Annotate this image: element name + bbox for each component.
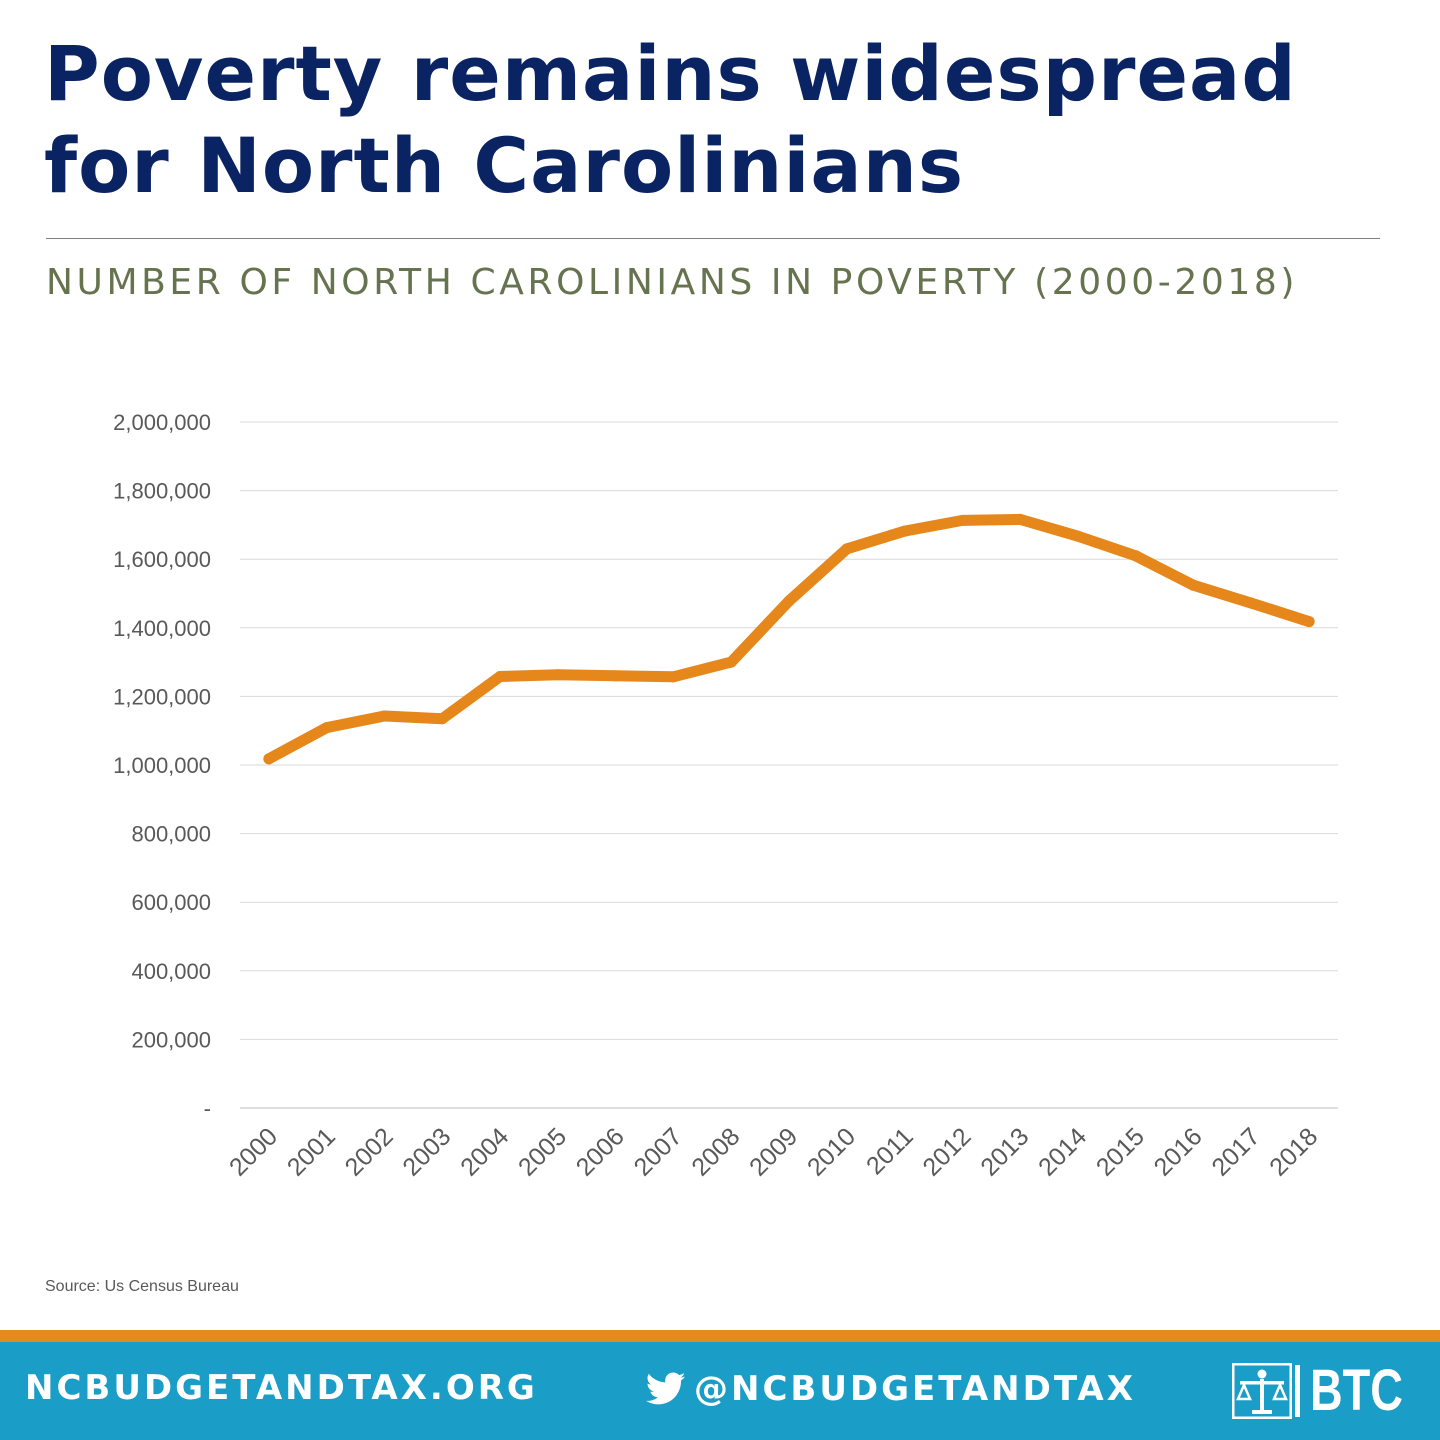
data-point xyxy=(494,671,506,683)
y-axis-tick-labels: - 200,000 400,000 600,000 800,000 1,000,000 1,… xyxy=(113,410,211,1121)
data-point xyxy=(1130,550,1142,562)
y-tick-label: 1,400,000 xyxy=(113,616,211,641)
data-point xyxy=(552,669,564,681)
x-axis-tick-labels: 2000200120022003200420052006200720082009… xyxy=(224,1122,1323,1181)
x-tick-label: 2012 xyxy=(917,1122,976,1181)
x-tick-label: 2009 xyxy=(744,1122,803,1181)
gridlines xyxy=(240,421,1338,1109)
x-tick-label: 2016 xyxy=(1149,1122,1208,1181)
x-tick-label: 2003 xyxy=(397,1122,456,1181)
x-tick-label: 2014 xyxy=(1033,1122,1092,1181)
data-point xyxy=(783,595,795,607)
logo-text: BTC xyxy=(1310,1358,1403,1423)
data-point xyxy=(899,525,911,537)
poverty-line-chart: - 200,000 400,000 600,000 800,000 1,000,000 1,… xyxy=(113,410,1338,1182)
footer-band: NCBUDGETANDTAX.ORG @NCBUDGETANDTAX BTC xyxy=(0,1342,1440,1440)
x-tick-label: 2008 xyxy=(686,1122,745,1181)
headline: Poverty remains widespread for North Car… xyxy=(44,29,1297,210)
x-tick-label: 2017 xyxy=(1206,1122,1265,1181)
x-tick-label: 2002 xyxy=(340,1122,399,1181)
y-tick-label: 1,200,000 xyxy=(113,684,211,709)
x-tick-label: 2000 xyxy=(224,1122,283,1181)
y-tick-label: 600,000 xyxy=(131,890,211,915)
data-point xyxy=(1303,616,1315,628)
y-tick-label: 400,000 xyxy=(131,959,211,984)
logo-divider xyxy=(1295,1365,1300,1417)
data-point xyxy=(610,670,622,682)
x-tick-label: 2007 xyxy=(629,1122,688,1181)
twitter-handle-group[interactable]: @NCBUDGETANDTAX xyxy=(646,1364,1136,1414)
x-tick-label: 2006 xyxy=(571,1122,630,1181)
data-point xyxy=(321,722,333,734)
source-note: Source: Us Census Bureau xyxy=(45,1278,239,1295)
data-point xyxy=(1245,597,1257,609)
footer-accent-stripe xyxy=(0,1330,1440,1342)
x-tick-label: 2015 xyxy=(1091,1122,1150,1181)
data-point xyxy=(841,543,853,555)
x-tick-label: 2010 xyxy=(802,1122,861,1181)
y-tick-label: - xyxy=(204,1096,211,1121)
x-tick-label: 2001 xyxy=(282,1122,341,1181)
series-line xyxy=(263,513,1315,765)
y-tick-label: 800,000 xyxy=(131,822,211,847)
twitter-handle: @NCBUDGETANDTAX xyxy=(694,1369,1136,1409)
twitter-bird-icon xyxy=(646,1372,686,1405)
data-point xyxy=(1188,579,1200,591)
title-divider xyxy=(46,238,1380,239)
x-tick-label: 2013 xyxy=(975,1122,1034,1181)
y-tick-label: 1,000,000 xyxy=(113,753,211,778)
data-point xyxy=(1014,513,1026,525)
x-tick-label: 2018 xyxy=(1264,1122,1323,1181)
data-point xyxy=(725,656,737,668)
chart-title: NUMBER OF NORTH CAROLINIANS IN POVERTY (… xyxy=(46,262,1298,303)
x-tick-label: 2004 xyxy=(455,1122,514,1181)
data-point xyxy=(263,753,275,765)
y-tick-label: 2,000,000 xyxy=(113,410,211,435)
x-tick-label: 2005 xyxy=(513,1122,572,1181)
series-line-group xyxy=(263,513,1315,765)
scales-of-justice-icon xyxy=(1232,1363,1292,1419)
data-point xyxy=(378,710,390,722)
data-point xyxy=(956,514,968,526)
data-point xyxy=(667,671,679,683)
y-tick-label: 1,800,000 xyxy=(113,479,211,504)
data-point xyxy=(1072,530,1084,542)
website-link[interactable]: NCBUDGETANDTAX.ORG xyxy=(25,1368,538,1408)
btc-logo: BTC xyxy=(1232,1360,1429,1422)
y-tick-label: 200,000 xyxy=(131,1027,211,1052)
x-tick-label: 2011 xyxy=(861,1122,919,1180)
y-tick-label: 1,600,000 xyxy=(113,547,211,572)
data-point xyxy=(436,713,448,725)
